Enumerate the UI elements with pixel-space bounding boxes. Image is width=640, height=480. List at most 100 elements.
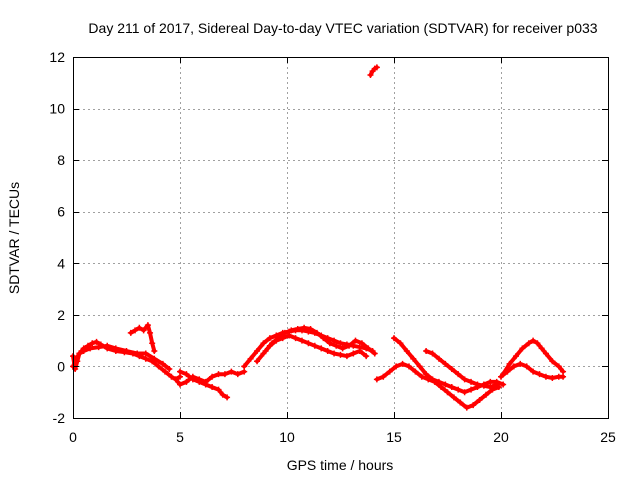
data-point bbox=[542, 373, 549, 380]
x-tick-label: 15 bbox=[386, 429, 402, 445]
data-point bbox=[209, 384, 216, 391]
data-point bbox=[343, 353, 350, 360]
x-tick-label: 20 bbox=[493, 429, 509, 445]
series-track-h bbox=[262, 324, 378, 357]
data-point bbox=[149, 340, 156, 347]
data-point bbox=[196, 378, 203, 385]
data-point bbox=[324, 347, 331, 354]
y-tick-label: 4 bbox=[57, 255, 65, 271]
chart-title: Day 211 of 2017, Sidereal Day-to-day VTE… bbox=[88, 20, 597, 36]
data-point bbox=[339, 345, 346, 352]
data-point bbox=[405, 363, 412, 370]
data-point bbox=[530, 368, 537, 375]
data-point bbox=[444, 389, 451, 396]
series-track-e bbox=[177, 368, 231, 401]
plot-frame bbox=[73, 57, 609, 419]
data-point bbox=[538, 345, 545, 352]
x-axis-label: GPS time / hours bbox=[287, 457, 394, 473]
data-point bbox=[517, 360, 524, 367]
data-point bbox=[461, 376, 468, 383]
data-point bbox=[356, 347, 363, 354]
data-point bbox=[480, 382, 487, 389]
data-point bbox=[399, 360, 406, 367]
data-point bbox=[93, 338, 100, 345]
data-point bbox=[292, 335, 299, 342]
y-tick-label: 12 bbox=[49, 49, 65, 65]
data-point bbox=[177, 368, 183, 375]
data-point bbox=[487, 384, 494, 391]
data-point bbox=[132, 327, 139, 334]
axis-ticks bbox=[73, 57, 609, 419]
data-point bbox=[144, 322, 151, 329]
data-point bbox=[429, 350, 436, 357]
data-point bbox=[76, 350, 83, 357]
data-point bbox=[474, 381, 481, 388]
data-point bbox=[560, 373, 567, 380]
data-point bbox=[136, 324, 143, 331]
data-point bbox=[326, 340, 333, 347]
data-point bbox=[142, 355, 149, 362]
data-point bbox=[177, 373, 183, 380]
data-point bbox=[476, 396, 483, 403]
data-point bbox=[112, 345, 119, 352]
data-point bbox=[224, 394, 231, 401]
x-tick-label: 25 bbox=[600, 429, 616, 445]
data-point bbox=[530, 337, 537, 344]
data-point bbox=[155, 363, 162, 370]
data-point bbox=[134, 350, 141, 357]
data-point bbox=[510, 363, 517, 370]
x-tick-label: 0 bbox=[69, 429, 77, 445]
data-point bbox=[380, 373, 387, 380]
data-point bbox=[506, 360, 513, 367]
series-track-c bbox=[127, 322, 158, 354]
data-point bbox=[438, 384, 445, 391]
data-point bbox=[555, 363, 562, 370]
data-point bbox=[337, 340, 344, 347]
y-tick-label: 2 bbox=[57, 307, 65, 323]
data-point bbox=[435, 355, 442, 362]
y-tick-label: -2 bbox=[53, 410, 66, 426]
data-point bbox=[412, 368, 419, 375]
data-point bbox=[448, 384, 455, 391]
data-point bbox=[371, 350, 378, 357]
data-point bbox=[393, 363, 400, 370]
data-point bbox=[487, 378, 494, 385]
y-tick-label: 10 bbox=[49, 101, 65, 117]
data-point bbox=[320, 335, 327, 342]
series-track-j bbox=[373, 360, 502, 411]
data-point bbox=[358, 340, 365, 347]
data-point bbox=[416, 363, 423, 370]
data-point bbox=[512, 353, 519, 360]
data-point bbox=[298, 337, 305, 344]
data-point bbox=[209, 373, 216, 380]
data-point bbox=[286, 332, 293, 339]
data-point bbox=[142, 350, 149, 357]
data-point bbox=[352, 337, 359, 344]
data-point bbox=[202, 381, 209, 388]
y-tick-label: 8 bbox=[57, 152, 65, 168]
data-point bbox=[346, 342, 353, 349]
y-axis-label: SDTVAR / TECUs bbox=[6, 182, 22, 294]
data-point bbox=[435, 378, 442, 385]
data-point bbox=[80, 347, 87, 354]
data-point bbox=[241, 368, 248, 375]
data-point bbox=[172, 376, 179, 383]
data-point bbox=[549, 375, 556, 382]
data-point bbox=[463, 404, 470, 411]
data-point bbox=[423, 371, 430, 378]
data-point bbox=[337, 351, 344, 358]
data-point bbox=[468, 386, 475, 393]
data-point bbox=[183, 378, 190, 385]
data-point bbox=[549, 358, 556, 365]
data-point bbox=[254, 358, 261, 365]
data-point bbox=[519, 345, 526, 352]
data-point bbox=[525, 340, 532, 347]
data-point bbox=[318, 345, 325, 352]
data-point bbox=[367, 72, 374, 79]
data-point bbox=[498, 373, 504, 380]
data-point bbox=[168, 373, 175, 380]
series-track-n bbox=[498, 360, 567, 382]
data-marks bbox=[70, 64, 567, 411]
